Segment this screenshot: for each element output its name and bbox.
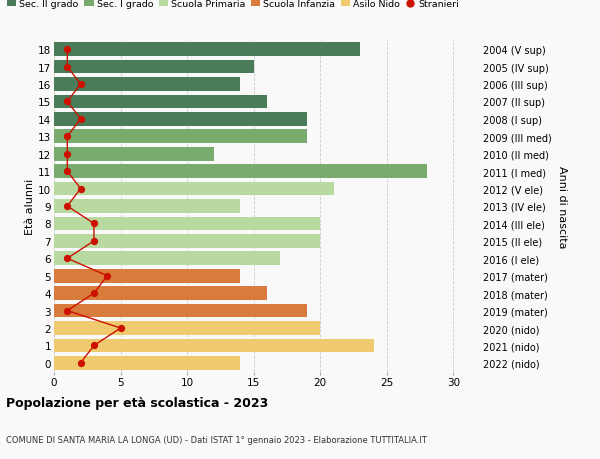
Bar (54, 287, 267, 300)
Bar (54, 78, 241, 92)
Bar (54, 165, 427, 179)
Bar (54, 339, 373, 353)
Y-axis label: Età alunni: Età alunni (25, 179, 35, 235)
Bar (54, 269, 241, 283)
Bar (54, 130, 307, 144)
Bar (54, 148, 214, 161)
Bar (54, 304, 307, 318)
Point (76, 185, 85, 193)
Point (62, 203, 72, 210)
Point (62, 151, 72, 158)
Bar (54, 113, 307, 126)
Text: Popolazione per età scolastica - 2023: Popolazione per età scolastica - 2023 (6, 396, 268, 409)
Point (62, 46, 72, 54)
Point (89, 220, 99, 228)
Bar (54, 200, 241, 213)
Point (62, 133, 72, 140)
Point (116, 325, 125, 332)
Point (62, 64, 72, 71)
Bar (54, 356, 241, 370)
Point (76, 81, 85, 89)
Point (89, 342, 99, 349)
Bar (54, 95, 267, 109)
Y-axis label: Anni di nascita: Anni di nascita (557, 165, 567, 248)
Point (62, 168, 72, 175)
Bar (54, 43, 360, 57)
Point (103, 273, 112, 280)
Point (76, 359, 85, 367)
Bar (54, 61, 254, 74)
Point (89, 238, 99, 245)
Point (62, 255, 72, 263)
Point (62, 99, 72, 106)
Bar (54, 217, 320, 231)
Bar (54, 252, 280, 265)
Bar (54, 235, 320, 248)
Point (62, 307, 72, 314)
Point (76, 116, 85, 123)
Bar (54, 182, 334, 196)
Bar (54, 321, 320, 335)
Point (89, 290, 99, 297)
Legend: Sec. II grado, Sec. I grado, Scuola Primaria, Scuola Infanzia, Asilo Nido, Stran: Sec. II grado, Sec. I grado, Scuola Prim… (3, 0, 463, 13)
Text: COMUNE DI SANTA MARIA LA LONGA (UD) - Dati ISTAT 1° gennaio 2023 - Elaborazione : COMUNE DI SANTA MARIA LA LONGA (UD) - Da… (6, 435, 427, 443)
